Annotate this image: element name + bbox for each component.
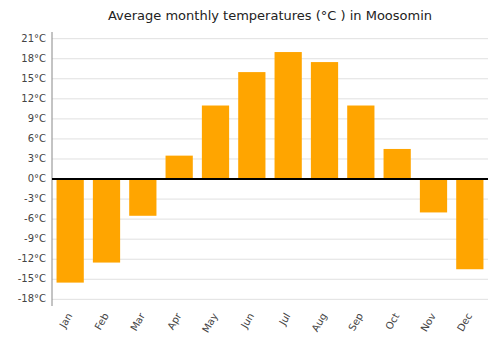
grid-line <box>52 58 488 59</box>
y-tick-label: -15°C <box>18 273 46 284</box>
x-tick-label: Jun <box>238 311 256 331</box>
bar <box>202 106 229 180</box>
bar <box>275 52 302 179</box>
x-tick-label: Oct <box>383 311 401 332</box>
y-tick-label: 18°C <box>21 53 46 64</box>
bar <box>238 72 265 179</box>
chart: Average monthly temperatures (°C ) in Mo… <box>0 0 500 350</box>
y-tick-label: 0°C <box>28 173 46 184</box>
x-tick-label: Jan <box>57 311 75 331</box>
bar <box>57 179 84 283</box>
title: Average monthly temperatures (°C ) in Mo… <box>108 8 432 23</box>
grid-line <box>52 179 488 180</box>
bar <box>420 179 447 212</box>
y-tick-label: 15°C <box>21 73 46 84</box>
grid-line <box>52 118 488 119</box>
x-tick-label: May <box>200 311 220 334</box>
grid-line <box>52 158 488 159</box>
x-tick-label: Jul <box>276 311 292 328</box>
grid-line <box>52 78 488 79</box>
bar <box>384 149 411 179</box>
grid-line <box>52 279 488 280</box>
bars <box>57 52 484 283</box>
y-tick-label: 3°C <box>28 153 46 164</box>
grid-line <box>52 98 488 99</box>
x-tick-label: Aug <box>310 311 329 333</box>
grid-line <box>52 38 488 39</box>
y-tick-label: -12°C <box>18 253 46 264</box>
y-tick-label: -6°C <box>24 213 46 224</box>
x-tick-label: Apr <box>165 310 184 331</box>
y-tick-label: -3°C <box>24 193 46 204</box>
y-tick-label: 9°C <box>28 113 46 124</box>
y-tick-label: 12°C <box>21 93 46 104</box>
bar <box>93 179 120 263</box>
x-tick-label: Sep <box>346 311 365 333</box>
y-tick-label: 6°C <box>28 133 46 144</box>
bar <box>347 106 374 180</box>
bar <box>456 179 483 269</box>
x-tick-label: Nov <box>419 311 438 333</box>
grid-line <box>52 299 488 300</box>
grid-line <box>52 138 488 139</box>
y-tick-label: -18°C <box>18 293 46 304</box>
bar <box>311 62 338 179</box>
y-tick-label: 21°C <box>21 33 46 44</box>
bar <box>166 156 193 179</box>
zero-line <box>52 178 488 180</box>
x-tick-label: Dec <box>455 311 474 333</box>
x-tick-label: Mar <box>128 310 147 333</box>
grid <box>52 39 488 300</box>
x-tick-label: Feb <box>92 311 110 332</box>
bar <box>129 179 156 216</box>
y-tick-label: -9°C <box>24 233 46 244</box>
y-axis-line <box>52 32 53 306</box>
